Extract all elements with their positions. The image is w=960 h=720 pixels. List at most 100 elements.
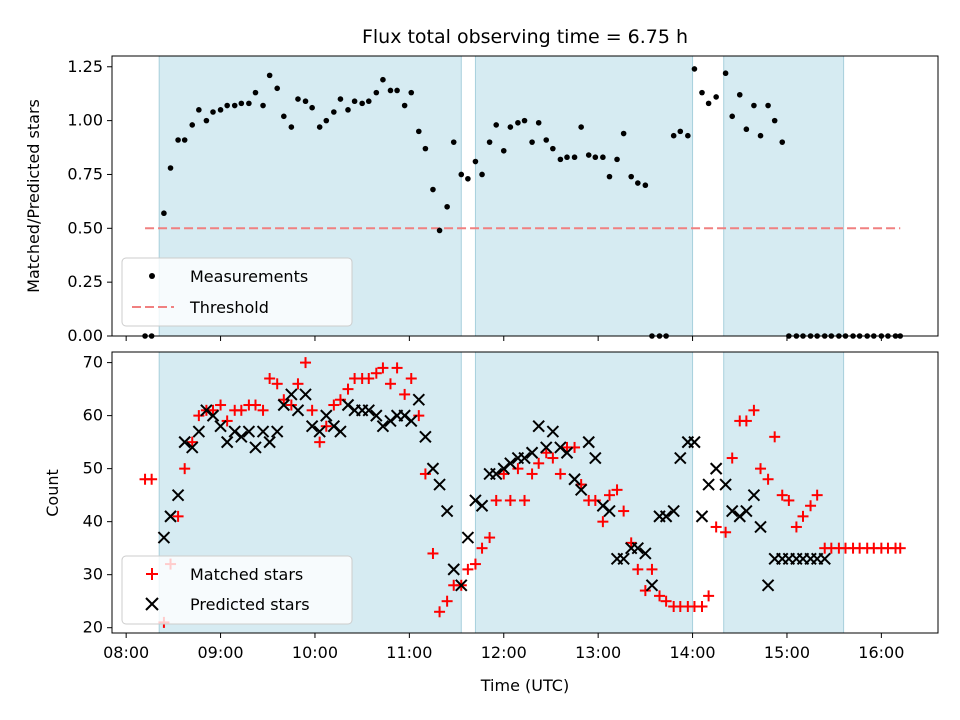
threshold-legend-label: Threshold <box>189 298 269 317</box>
matched-star-point <box>611 484 623 496</box>
matched-star-point <box>533 457 545 469</box>
count-y-axis-label: Count <box>43 469 62 517</box>
predicted-star-point <box>818 552 831 565</box>
x-stroke-b <box>589 451 602 465</box>
matched-star-point <box>519 494 531 506</box>
predicted-star-point <box>695 510 709 523</box>
measurement-point <box>436 227 443 234</box>
matched-star-point <box>748 404 760 416</box>
measurement-point <box>757 132 764 139</box>
predicted-star-point <box>235 430 248 444</box>
matched-star-point <box>589 494 601 506</box>
chart-title: Flux total observing time = 6.75 h <box>362 26 688 48</box>
predicted-star-point <box>171 488 185 502</box>
predicted-star-point <box>702 478 715 491</box>
predicted-star-point <box>440 504 454 518</box>
measurement-point <box>416 128 422 135</box>
predicted-star-point <box>362 404 375 417</box>
x-stroke-b <box>320 409 333 422</box>
measurement-point <box>458 171 465 178</box>
x-stroke-b <box>235 430 248 444</box>
x-stroke-b <box>702 478 715 491</box>
x-stroke-b <box>228 425 241 438</box>
measurement-point <box>394 87 400 94</box>
measurement-point <box>274 85 281 92</box>
predicted-star-point <box>532 420 545 433</box>
ratio-x-ticks <box>125 336 882 341</box>
x-stroke-b <box>504 457 517 470</box>
x-stroke-b <box>200 404 213 417</box>
matched-star-point <box>625 537 637 549</box>
matched-star-point <box>569 441 581 453</box>
measurement-point <box>677 128 684 135</box>
measurement-point <box>302 98 309 105</box>
predicted-star-point <box>568 473 581 486</box>
predicted-star-point <box>719 478 732 491</box>
predicted-star-point <box>256 425 270 438</box>
x-stroke-b <box>242 425 256 438</box>
measurement-point <box>722 70 729 77</box>
predicted-star-point <box>518 451 531 465</box>
measurement-point <box>729 113 736 120</box>
predicted-star-point <box>461 531 475 544</box>
matched-star-point <box>146 473 158 485</box>
measurement-point <box>316 124 323 130</box>
predicted-star-point <box>754 520 767 534</box>
predicted-legend-label: Predicted stars <box>190 595 310 614</box>
x-stroke-b <box>285 388 298 401</box>
matched-star-point <box>762 473 774 485</box>
measurement-point <box>543 137 550 143</box>
x-stroke-b <box>659 510 673 523</box>
predicted-star-point <box>645 579 659 592</box>
x-tick-label: 09:00 <box>198 643 244 662</box>
predicted-star-point <box>192 425 206 438</box>
x-stroke-b <box>370 409 383 422</box>
measurement-point <box>699 89 705 96</box>
matched-star-point <box>285 399 297 411</box>
predicted-star-point <box>709 462 723 475</box>
predicted-star-point <box>263 435 276 449</box>
matched-star-point <box>342 383 354 395</box>
x-stroke-b <box>740 504 753 518</box>
matched-star-point <box>498 468 510 480</box>
y-tick-label: 50 <box>83 459 103 478</box>
measurement-point <box>217 107 224 113</box>
measurement-point <box>557 156 564 163</box>
x-stroke-b <box>256 425 270 438</box>
ratio-panel-frame <box>111 55 939 337</box>
predicted-star-point <box>490 467 503 481</box>
x-stroke-b <box>455 579 468 592</box>
matched-star-point <box>755 463 767 475</box>
predicted-star-point <box>376 420 390 433</box>
matched-star-point <box>427 547 439 559</box>
matched-star-point <box>783 494 795 506</box>
x-stroke-b <box>419 430 432 444</box>
matched-star-point <box>186 436 198 448</box>
matched-star-point <box>469 558 481 570</box>
x-stroke-b <box>362 404 375 417</box>
measurement-point <box>521 117 528 124</box>
measurement-point <box>578 124 584 130</box>
predicted-star-point <box>603 504 616 518</box>
measurement-point <box>210 109 216 115</box>
matched-star-point <box>278 394 290 406</box>
predicted-star-point <box>525 446 539 459</box>
measurement-point <box>765 102 771 109</box>
matched-star-point <box>526 468 538 480</box>
matched-star-point <box>805 500 817 512</box>
measurement-point <box>281 113 287 120</box>
y-tick-label: 0.00 <box>67 326 103 345</box>
predicted-star-point <box>405 414 418 428</box>
predicted-star-point <box>206 409 220 422</box>
measurement-point <box>472 158 479 165</box>
matched-star-point <box>215 399 227 411</box>
matched-star-point <box>462 563 474 575</box>
matched-star-point <box>179 463 191 475</box>
measurement-point <box>606 173 613 180</box>
predicted-star-point <box>277 398 291 412</box>
measurement-point <box>331 109 337 115</box>
matched-star-point <box>249 399 261 411</box>
count-y-ticks: 20 30 40 50 60 70 <box>83 353 112 637</box>
measurement-point <box>635 180 641 186</box>
x-stroke-b <box>645 579 659 592</box>
